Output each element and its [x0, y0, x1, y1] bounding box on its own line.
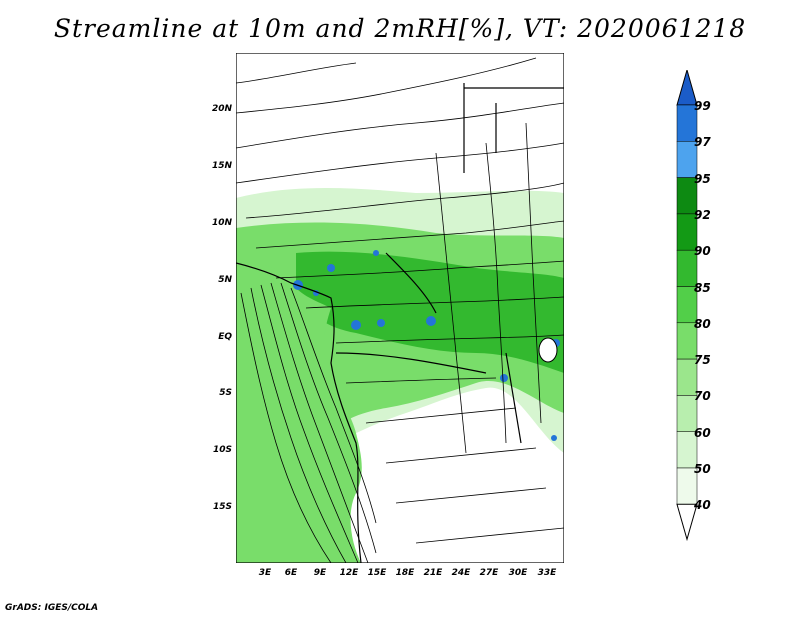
longitude-label: 9E: [313, 568, 327, 578]
colorbar-level-label: 90: [694, 244, 711, 259]
colorbar-bottom-arrow: [676, 503, 698, 542]
longitude-label: 12E: [339, 568, 359, 578]
colorbar-level-label: 85: [694, 280, 711, 295]
lake-victoria: [538, 337, 558, 363]
longitude-label: 15E: [367, 568, 387, 578]
longitude-label: 3E: [258, 568, 272, 578]
colorbar: [676, 70, 698, 542]
longitude-label: 33E: [537, 568, 557, 578]
longitude-label: 27E: [479, 568, 499, 578]
colorbar-level-label: 40: [694, 498, 711, 513]
colorbar-level-label: 95: [694, 171, 711, 186]
latitude-label: 5S: [219, 388, 232, 398]
country-boundaries: [236, 83, 564, 563]
colorbar-level-label: 99: [694, 99, 711, 113]
grads-credit: GrADS: IGES/COLA: [5, 603, 99, 613]
map-title: Streamline at 10m and 2mRH[%], VT: 20200…: [53, 14, 747, 43]
rh-saturation-patches: [293, 250, 560, 441]
latitude-label: 15N: [211, 161, 232, 171]
colorbar-level-label: 80: [694, 316, 711, 331]
longitude-label: 6E: [284, 568, 298, 578]
streamlines: [236, 57, 564, 563]
latitude-label: 5N: [218, 275, 232, 285]
colorbar-level-label: 50: [694, 462, 711, 476]
latitude-label: 10S: [212, 445, 232, 455]
latitude-label: 15S: [212, 502, 232, 512]
longitude-label: 24E: [451, 568, 471, 578]
longitude-label: 30E: [508, 568, 528, 578]
colorbar-level-label: 60: [694, 425, 711, 440]
longitude-label: 21E: [423, 568, 443, 578]
colorbar-level-label: 75: [694, 353, 711, 368]
longitude-label: 18E: [395, 568, 415, 578]
colorbar-level-label: 70: [694, 389, 711, 404]
map-plot: [236, 53, 564, 563]
latitude-label: 10N: [211, 218, 232, 228]
colorbar-level-label: 92: [694, 207, 711, 222]
colorbar-level-label: 97: [694, 135, 711, 150]
rh-high-band: [296, 251, 564, 373]
latitude-label: 20N: [211, 104, 232, 114]
ocean-region: [236, 264, 362, 563]
latitude-label: EQ: [218, 332, 232, 342]
